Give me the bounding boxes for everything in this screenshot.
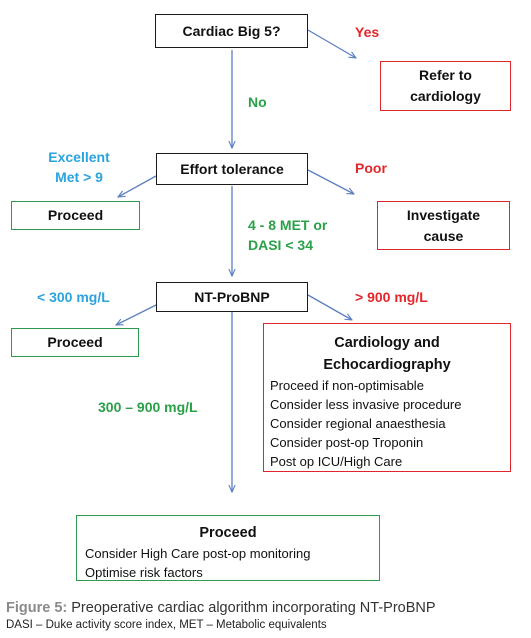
abbreviations-note: DASI – Duke activity score index, MET – …	[6, 619, 327, 631]
gt900-label: > 900 mg/L	[355, 289, 428, 305]
cardiology-echo-title-2: Echocardiography	[323, 357, 451, 373]
mid-range-label: 300 – 900 mg/L	[98, 399, 198, 415]
met-range-line1: 4 - 8 MET or	[248, 217, 328, 233]
effort-tolerance-node: Effort tolerance	[156, 153, 308, 185]
met-range-label: 4 - 8 MET or DASI < 34	[248, 215, 327, 255]
final-proceed-item: Optimise risk factors	[85, 565, 203, 580]
excellent-line2: Met > 9	[55, 169, 103, 185]
cardiology-echo-item: Proceed if non-optimisable	[270, 378, 424, 393]
figure-title: Preoperative cardiac algorithm incorpora…	[67, 600, 436, 616]
proceed-node-1: Proceed	[11, 201, 140, 230]
final-proceed-title: Proceed	[199, 525, 257, 541]
cardiology-echo-item: Post op ICU/High Care	[270, 454, 403, 469]
cardiology-echo-node: Cardiology and Echocardiography Proceed …	[263, 323, 511, 472]
arrow-big5-to-refer	[307, 29, 356, 58]
proceed-2-text: Proceed	[47, 334, 103, 350]
cardiology-echo-item: Consider regional anaesthesia	[270, 416, 446, 431]
no-label: No	[248, 94, 267, 110]
arrow-effort-to-investigate	[307, 169, 354, 194]
lt300-label: < 300 mg/L	[37, 289, 110, 305]
arrow-ntprobnp-to-proceed	[116, 304, 157, 325]
investigate-cause-node: Investigate cause	[377, 201, 510, 250]
investigate-line2: cause	[423, 227, 464, 244]
nt-probnp-text: NT-ProBNP	[194, 288, 270, 305]
proceed-1-text: Proceed	[47, 207, 104, 223]
cardiac-big5-node: Cardiac Big 5?	[155, 14, 308, 48]
excellent-line1: Excellent	[48, 149, 110, 165]
figure-caption: Figure 5: Preoperative cardiac algorithm…	[6, 600, 436, 616]
cardiology-echo-title-1: Cardiology and	[334, 335, 440, 351]
nt-probnp-node: NT-ProBNP	[156, 282, 308, 312]
cardiac-big5-text: Cardiac Big 5?	[182, 22, 281, 39]
refer-cardiology-line2: cardiology	[410, 88, 481, 104]
arrow-ntprobnp-to-cardiology	[307, 294, 352, 320]
cardiology-echo-item: Consider post-op Troponin	[270, 435, 424, 450]
met-range-line2: DASI < 34	[248, 237, 313, 253]
proceed-node-2: Proceed	[11, 328, 139, 357]
investigate-line1: Investigate	[406, 206, 481, 223]
excellent-label: Excellent Met > 9	[40, 147, 118, 187]
refer-cardiology-node: Refer to cardiology	[380, 61, 511, 111]
final-proceed-item: Consider High Care post-op monitoring	[85, 546, 311, 561]
final-proceed-node: Proceed Consider High Care post-op monit…	[76, 515, 380, 581]
effort-tolerance-text: Effort tolerance	[180, 160, 284, 177]
refer-cardiology-line1: Refer to	[419, 67, 472, 83]
figure-number: Figure 5:	[6, 600, 68, 616]
arrow-effort-to-proceed	[118, 175, 157, 197]
poor-label: Poor	[355, 160, 387, 176]
cardiology-echo-item: Consider less invasive procedure	[270, 397, 462, 412]
yes-label: Yes	[355, 24, 380, 40]
